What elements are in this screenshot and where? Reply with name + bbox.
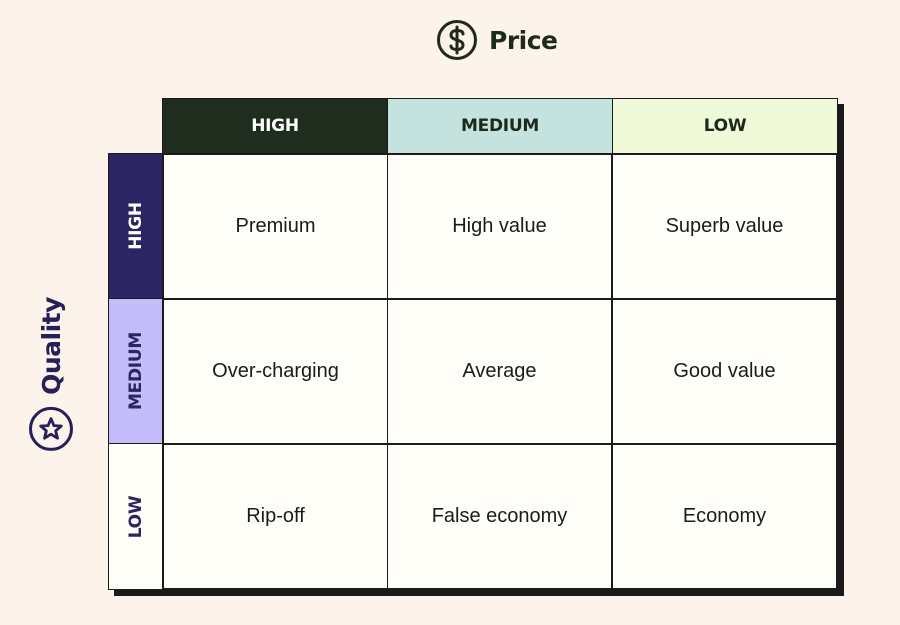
star-circle-icon [29,406,73,451]
row-header-low: LOW [108,443,163,590]
column-header-high: HIGH [162,98,388,154]
row-header-medium: MEDIUM [108,298,163,444]
cell-rip-off: Rip-off [163,444,388,589]
cell-over-charging: Over-charging [163,299,388,444]
price-axis-label: Price [489,25,558,55]
row-header-label: LOW [125,495,146,538]
cell-premium: Premium [163,154,388,299]
price-axis-title: Price [437,17,558,63]
quality-axis-label: Quality [36,297,66,395]
row-header-label: HIGH [125,202,146,250]
dollar-circle-icon [437,20,477,60]
cell-superb-value: Superb value [612,154,837,299]
column-header-medium: MEDIUM [387,98,613,154]
cell-good-value: Good value [612,299,837,444]
row-header-high: HIGH [108,153,163,299]
cell-average: Average [387,299,612,444]
column-header-low: LOW [612,98,838,154]
cell-economy: Economy [612,444,837,589]
cell-high-value: High value [387,154,612,299]
row-header-label: MEDIUM [125,332,146,410]
cell-false-economy: False economy [387,444,612,589]
quality-axis-title: Quality [27,297,75,451]
